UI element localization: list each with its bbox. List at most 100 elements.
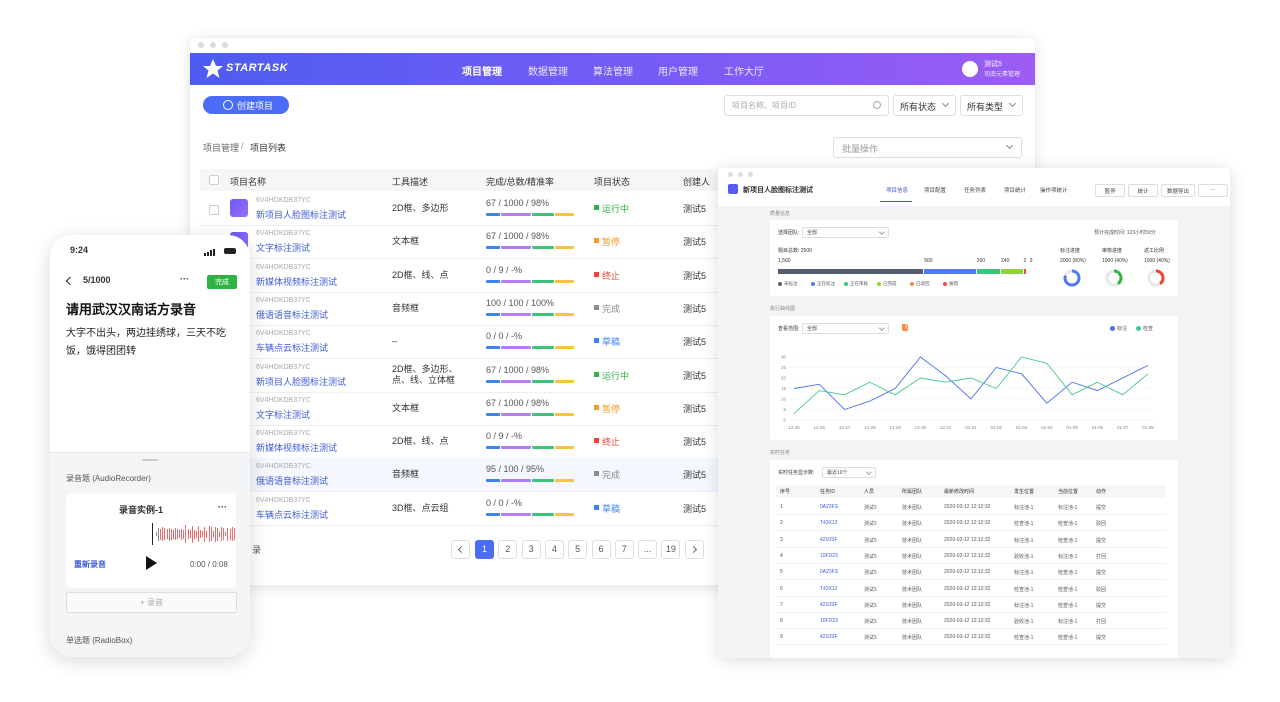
nav-item[interactable]: 用户管理 bbox=[658, 67, 698, 78]
x-tick-label: 12-27 bbox=[839, 425, 851, 430]
page-number: 7 bbox=[621, 544, 627, 554]
action-button[interactable]: 数据导出 bbox=[1161, 184, 1195, 197]
done-badge[interactable]: 完成 bbox=[207, 275, 237, 289]
more-menu[interactable]: ··· bbox=[180, 274, 189, 284]
task-cell: 2 bbox=[780, 520, 783, 527]
page-button[interactable]: 3 bbox=[521, 540, 541, 559]
progress-text: 67 / 1000 / 98% bbox=[486, 198, 550, 208]
drag-handle bbox=[142, 459, 158, 461]
action-button[interactable]: ··· bbox=[1198, 184, 1228, 197]
prev-page[interactable] bbox=[451, 540, 470, 559]
search-box[interactable]: 项目名称、项目ID bbox=[724, 95, 889, 116]
task-cell: T43X12 bbox=[820, 585, 838, 592]
task-row-divider bbox=[776, 530, 1166, 532]
legend-label: 已驳回 bbox=[916, 281, 930, 286]
select-box[interactable]: 全部 bbox=[802, 323, 889, 334]
status-icon bbox=[594, 504, 599, 510]
detail-tab[interactable]: 任务列表 bbox=[964, 188, 987, 194]
nav-item[interactable]: 项目管理 bbox=[462, 67, 502, 78]
task-cell: 标注池-1 bbox=[1058, 553, 1078, 560]
nav-item[interactable]: 数据管理 bbox=[528, 67, 568, 78]
task-header-row bbox=[776, 485, 1166, 498]
page-number: 6 bbox=[598, 544, 604, 554]
x-tick-label: 01-01 bbox=[965, 425, 977, 430]
progress-bar bbox=[501, 379, 531, 383]
table-row[interactable]: 6V4HOKDB37YC 新项目人脸图标注测试 2D框、多边形 67 / 1000 /… bbox=[200, 192, 1025, 226]
task-cell: 检查池-1 bbox=[1058, 602, 1078, 609]
detail-tab[interactable]: 项目统计 bbox=[1004, 188, 1027, 194]
x-tick-label: 12-26 bbox=[814, 425, 826, 430]
nav-item[interactable]: 工作大厅 bbox=[724, 67, 764, 78]
page-button[interactable]: 19 bbox=[661, 540, 681, 559]
row-checkbox bbox=[209, 205, 219, 215]
task-cell: 测试5 bbox=[864, 505, 877, 511]
donut-chart bbox=[1147, 269, 1165, 287]
waveform-bar bbox=[189, 530, 191, 538]
battery-icon bbox=[224, 248, 236, 254]
page-number: 2 bbox=[505, 544, 511, 554]
progress-bar bbox=[486, 412, 500, 416]
nav-item[interactable]: 算法管理 bbox=[593, 67, 633, 78]
status-icon bbox=[594, 304, 599, 310]
play-button[interactable] bbox=[146, 556, 157, 570]
page-button[interactable]: 4 bbox=[544, 540, 564, 559]
question-progress: 5/1000 bbox=[83, 275, 111, 285]
detail-tab[interactable]: 操作项统计 bbox=[1040, 188, 1068, 194]
user-avatar bbox=[962, 61, 978, 77]
add-recording[interactable]: + 录音 bbox=[66, 592, 237, 613]
task-cell: 2020-03-12 12:12:32 bbox=[944, 569, 991, 576]
waveform-bar bbox=[179, 530, 181, 538]
plus-icon bbox=[223, 100, 233, 110]
page-button[interactable]: 2 bbox=[498, 540, 518, 559]
header-checkbox bbox=[209, 175, 219, 185]
user-name: 测试5 bbox=[984, 61, 1002, 68]
filter-label: 所有类型 bbox=[967, 102, 1004, 112]
creator: 测试5 bbox=[683, 470, 707, 481]
create-label: 创建项目 bbox=[237, 101, 274, 111]
x-tick-label: 01-02 bbox=[991, 425, 1003, 430]
task-cell: 技术团队 bbox=[902, 521, 923, 528]
select-box[interactable]: 最近10个 bbox=[822, 467, 876, 478]
progress-text: 67 / 1000 / 98% bbox=[486, 364, 550, 375]
project-thumbnail bbox=[230, 199, 248, 217]
task-cell: 测试5 bbox=[864, 635, 877, 642]
action-label: 数据导出 bbox=[1166, 189, 1189, 195]
select-box[interactable]: 全部 bbox=[802, 227, 889, 238]
task-cell: 标注池-1 bbox=[1058, 505, 1078, 511]
task-cell: 5 bbox=[780, 569, 783, 576]
next-page[interactable] bbox=[684, 540, 704, 559]
task-column: 任务ID bbox=[820, 489, 836, 495]
action-button[interactable]: 暂停 bbox=[1095, 184, 1125, 197]
task-cell: 测试5 bbox=[864, 553, 877, 560]
action-label: ··· bbox=[1210, 187, 1216, 193]
x-tick-label: 01-03 bbox=[1016, 425, 1028, 430]
rerecord-button[interactable]: 重新录音 bbox=[74, 560, 106, 569]
page-button[interactable]: 6 bbox=[591, 540, 611, 559]
page-button[interactable]: 5 bbox=[568, 540, 588, 559]
task-cell: 2020-03-12 12:12:32 bbox=[944, 585, 991, 592]
x-tick-label: 01-06 bbox=[1092, 425, 1104, 430]
page-button[interactable]: 1 bbox=[475, 540, 494, 559]
page-button[interactable]: ... bbox=[638, 540, 658, 559]
page-button[interactable]: 7 bbox=[614, 540, 634, 559]
window-dot bbox=[728, 172, 733, 177]
rate-name: 标注进度 bbox=[1060, 248, 1081, 254]
task-cell: 4210SF bbox=[820, 536, 838, 543]
create-button[interactable]: 创建项目 bbox=[203, 96, 289, 114]
filter-select[interactable]: 所有状态 bbox=[893, 95, 956, 116]
creator: 测试5 bbox=[683, 237, 707, 248]
progress-bar bbox=[532, 512, 554, 516]
y-tick-label: 0 bbox=[783, 418, 786, 423]
legend-label: 未标注 bbox=[784, 281, 798, 286]
task-cell: 检查池-1 bbox=[1058, 586, 1078, 593]
rate-name: 审核进度 bbox=[1102, 248, 1123, 254]
batch-select[interactable]: 批量操作 bbox=[833, 137, 1022, 158]
action-button[interactable]: 统计 bbox=[1128, 184, 1158, 197]
page-number: 3 bbox=[528, 544, 534, 554]
filter-select[interactable]: 所有类型 bbox=[960, 95, 1023, 116]
detail-tab[interactable]: 项目配置 bbox=[924, 188, 947, 194]
playhead bbox=[152, 523, 153, 545]
task-cell: 测试5 bbox=[864, 602, 877, 609]
detail-tab[interactable]: 项目信息 bbox=[886, 188, 909, 194]
status-text: 草稿 bbox=[602, 503, 621, 514]
